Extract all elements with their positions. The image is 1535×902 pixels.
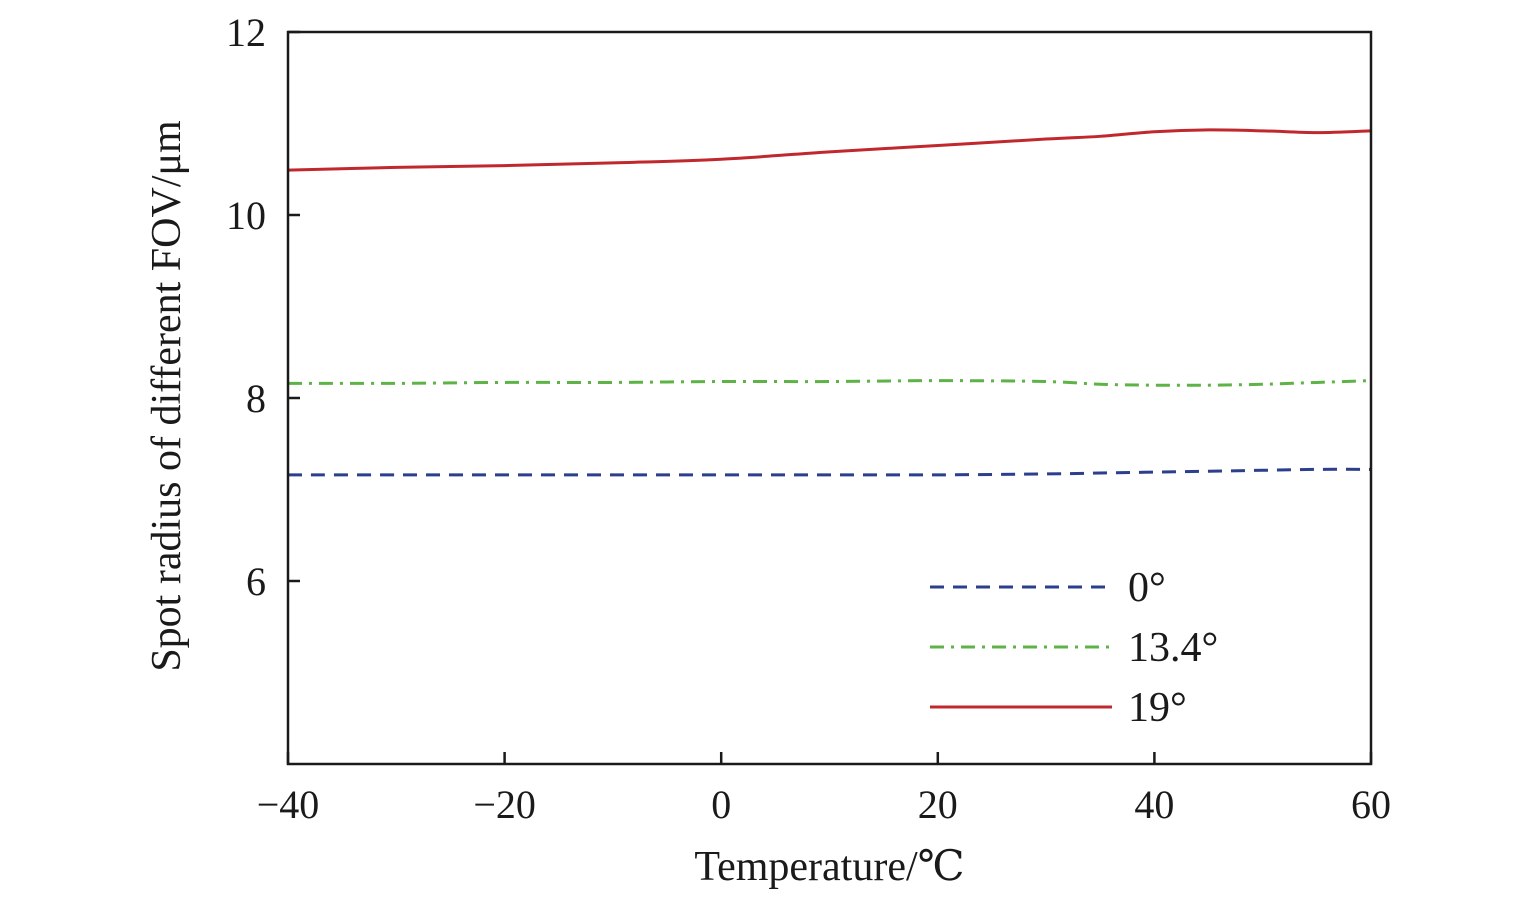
series-lines — [287, 128, 1372, 477]
series-line-1 — [287, 379, 1372, 387]
x-tick-labels: −40 −20 0 20 40 60 — [257, 782, 1391, 827]
x-tick-label: 60 — [1351, 782, 1391, 827]
x-tick-label: −40 — [257, 782, 320, 827]
y-tick-label: 8 — [246, 376, 266, 421]
x-axis-title: Temperature/℃ — [694, 844, 964, 890]
legend-label: 13.4° — [1128, 625, 1218, 671]
y-tick-label: 12 — [226, 10, 266, 55]
x-tick-label: 40 — [1134, 782, 1174, 827]
x-tick-label: 20 — [918, 782, 958, 827]
y-tick-labels: 6 8 10 12 — [226, 10, 266, 604]
y-tick-label: 10 — [226, 193, 266, 238]
legend-label: 0° — [1128, 565, 1166, 611]
x-tick-label: 0 — [711, 782, 731, 827]
y-tick-label: 6 — [246, 559, 266, 604]
y-axis-title: Spot radius of different FOV/μm — [144, 120, 190, 672]
series-line-0 — [288, 467, 1372, 477]
x-tick-label: −20 — [473, 782, 536, 827]
plot-frame — [286, 30, 1373, 766]
legend: 0° 13.4° 19° — [930, 565, 1218, 731]
legend-label: 19° — [1128, 685, 1187, 731]
series-line-2 — [287, 128, 1372, 172]
